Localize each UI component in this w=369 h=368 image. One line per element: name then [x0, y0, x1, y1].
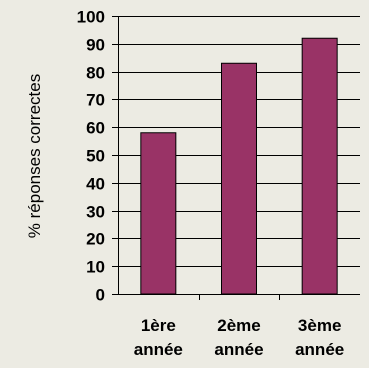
- y-tick-label: 30: [86, 203, 105, 222]
- bar: [221, 62, 257, 295]
- y-tick-label: 70: [86, 91, 105, 110]
- bars: [140, 37, 338, 295]
- y-tick-label: 60: [86, 119, 105, 138]
- bar: [301, 37, 338, 295]
- x-tick-label-line: année: [295, 340, 344, 359]
- y-tick-label: 100: [77, 8, 105, 27]
- y-axis-label: % réponses correctes: [25, 74, 44, 238]
- y-tick-label: 20: [86, 230, 105, 249]
- y-tick-labels: 0 10 20 30 40 50 60 70 80 90 100: [77, 8, 105, 305]
- x-tick-label-line: année: [134, 340, 183, 359]
- x-tick-labels: 1ère année 2ème année 3ème année: [134, 316, 344, 359]
- y-tick-label: 0: [96, 286, 105, 305]
- y-tick-label: 90: [86, 36, 105, 55]
- x-tick-label: 2ème année: [214, 316, 263, 359]
- bar: [140, 132, 177, 295]
- y-tick-label: 80: [86, 64, 105, 83]
- x-tick-label-line: 1ère: [141, 316, 176, 335]
- x-tick-label-line: 2ème: [217, 316, 260, 335]
- x-tick-label-line: année: [214, 340, 263, 359]
- y-tick-label: 40: [86, 175, 105, 194]
- x-tick-label-line: 3ème: [298, 316, 341, 335]
- y-tick-label: 50: [86, 147, 105, 166]
- x-tick-label: 1ère année: [134, 316, 183, 359]
- y-tick-label: 10: [86, 258, 105, 277]
- x-tick-label: 3ème année: [295, 316, 344, 359]
